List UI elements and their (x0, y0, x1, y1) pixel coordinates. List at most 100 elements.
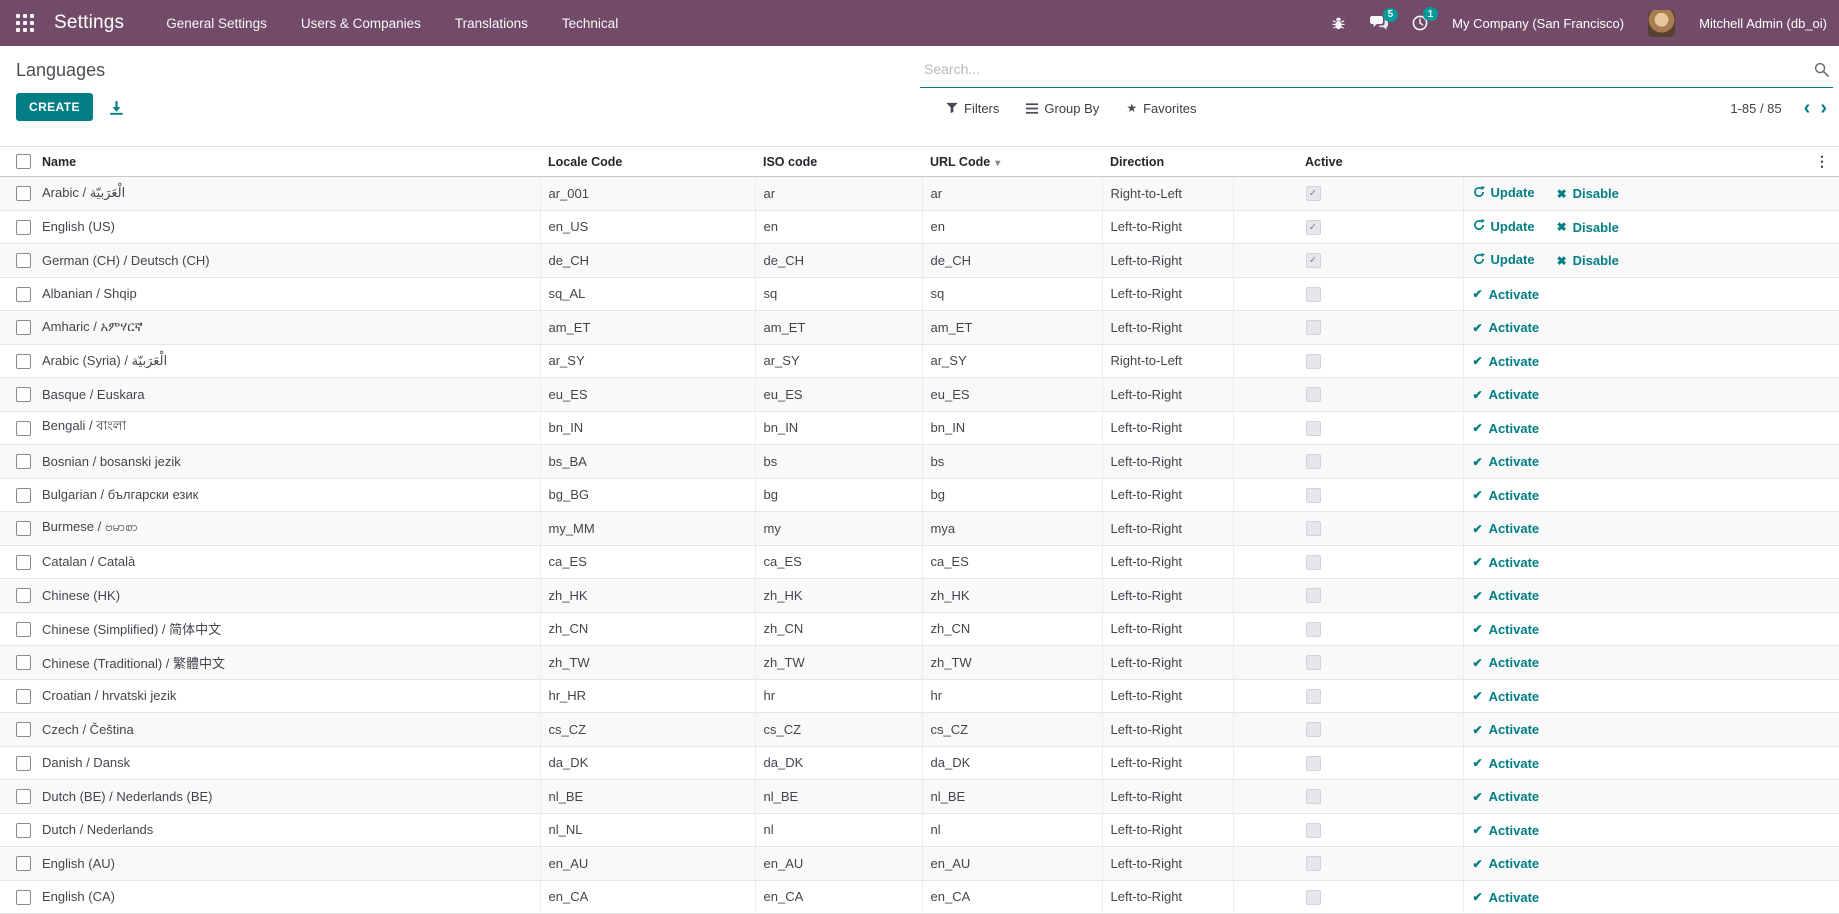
table-row[interactable]: Dutch (BE) / Nederlands (BE) nl_BE nl_BE… (0, 779, 1839, 814)
optional-columns-icon[interactable]: ⋮ (1815, 153, 1829, 169)
activate-button[interactable]: ✔ Activate (1472, 822, 1540, 838)
company-switcher[interactable]: My Company (San Francisco) (1452, 15, 1625, 31)
url-code: ar (922, 176, 1103, 211)
menu-users-companies[interactable]: Users & Companies (300, 15, 421, 31)
table-row[interactable]: Basque / Euskara eu_ES eu_ES eu_ES Left-… (0, 377, 1839, 412)
search-icon[interactable] (1814, 62, 1829, 82)
table-row[interactable]: German (CH) / Deutsch (CH) de_CH de_CH d… (0, 243, 1839, 278)
activate-button[interactable]: ✔ Activate (1472, 454, 1540, 469)
activate-button[interactable]: ✔ Activate (1472, 889, 1540, 905)
column-header-name[interactable]: Name (36, 147, 540, 177)
update-button[interactable]: Update (1473, 219, 1535, 234)
user-menu[interactable]: Mitchell Admin (db_oi) (1699, 15, 1827, 31)
row-checkbox[interactable] (16, 454, 31, 470)
activities-clock-icon[interactable]: 1 (1412, 7, 1439, 31)
apps-grid-icon[interactable] (16, 14, 34, 32)
table-row[interactable]: Bulgarian / български език bg_BG bg bg L… (0, 478, 1839, 512)
table-row[interactable]: Burmese / ဗမာစာ my_MM my mya Left-to-Rig… (0, 511, 1839, 546)
user-avatar[interactable] (1648, 9, 1676, 37)
table-row[interactable]: Arabic (Syria) / الْعَرَبيّة ar_SY ar_SY… (0, 344, 1839, 378)
table-row[interactable]: Czech / Čeština cs_CZ cs_CZ cs_CZ Left-t… (0, 712, 1839, 747)
table-row[interactable]: English (CA) en_CA en_CA en_CA Left-to-R… (0, 880, 1839, 914)
row-checkbox[interactable] (16, 320, 31, 336)
row-checkbox[interactable] (16, 186, 31, 202)
disable-button[interactable]: ✖ Disable (1556, 253, 1619, 269)
table-row[interactable]: Albanian / Shqip sq_AL sq sq Left-to-Rig… (0, 277, 1839, 311)
column-header-iso-code[interactable]: ISO code (755, 147, 922, 177)
group-by-button[interactable]: Group By (1026, 101, 1099, 116)
activate-button[interactable]: ✔ Activate (1472, 722, 1540, 737)
row-checkbox[interactable] (16, 621, 31, 637)
activate-button[interactable]: ✔ Activate (1472, 521, 1540, 536)
table-row[interactable]: English (US) en_US en en Left-to-Right ✓… (0, 210, 1839, 244)
row-checkbox[interactable] (16, 822, 31, 838)
create-button[interactable]: CREATE (16, 93, 93, 121)
row-checkbox[interactable] (16, 353, 31, 369)
row-checkbox[interactable] (16, 286, 31, 302)
disable-button[interactable]: ✖ Disable (1556, 186, 1619, 202)
select-all-checkbox[interactable] (16, 154, 31, 170)
table-row[interactable]: Bengali / বাংলা bn_IN bn_IN bn_IN Left-t… (0, 411, 1839, 445)
update-button[interactable]: Update (1473, 185, 1535, 200)
menu-general-settings[interactable]: General Settings (166, 15, 267, 31)
table-row[interactable]: Chinese (Simplified) / 简体中文 zh_CN zh_CN … (0, 612, 1839, 646)
table-row[interactable]: Catalan / Català ca_ES ca_ES ca_ES Left-… (0, 545, 1839, 579)
row-checkbox[interactable] (16, 889, 31, 905)
activate-button[interactable]: ✔ Activate (1472, 320, 1540, 335)
update-button[interactable]: Update (1473, 252, 1535, 267)
activate-button[interactable]: ✔ Activate (1472, 621, 1540, 637)
table-row[interactable]: Arabic / الْعَرَبيّة ar_001 ar ar Right-… (0, 176, 1839, 211)
row-checkbox[interactable] (16, 722, 31, 738)
table-row[interactable]: Croatian / hrvatski jezik hr_HR hr hr Le… (0, 679, 1839, 713)
table-row[interactable]: Amharic / አምሃርኛ am_ET am_ET am_ET Left-t… (0, 310, 1839, 345)
row-checkbox[interactable] (16, 219, 31, 235)
row-checkbox[interactable] (16, 420, 31, 436)
table-row[interactable]: Danish / Dansk da_DK da_DK da_DK Left-to… (0, 746, 1839, 780)
filters-button[interactable]: Filters (946, 101, 999, 116)
search-input[interactable] (922, 60, 1807, 78)
table-row[interactable]: English (AU) en_AU en_AU en_AU Left-to-R… (0, 846, 1839, 881)
activate-button[interactable]: ✔ Activate (1472, 688, 1540, 704)
pager-next-icon[interactable]: › (1820, 97, 1827, 119)
row-checkbox[interactable] (16, 655, 31, 671)
menu-translations[interactable]: Translations (454, 15, 528, 31)
column-header-url-code[interactable]: URL Code ▾ (922, 147, 1102, 177)
column-header-direction[interactable]: Direction (1102, 147, 1233, 177)
activate-button[interactable]: ✔ Activate (1472, 487, 1540, 503)
export-download-icon[interactable] (109, 100, 124, 115)
row-checkbox[interactable] (16, 755, 31, 771)
messages-icon[interactable]: 5 (1370, 7, 1399, 31)
pager-previous-icon[interactable]: ‹ (1803, 97, 1811, 119)
table-row[interactable]: Chinese (HK) zh_HK zh_HK zh_HK Left-to-R… (0, 578, 1839, 613)
activate-button[interactable]: ✔ Activate (1472, 554, 1540, 570)
pager-value[interactable]: 1-85 / 85 (1730, 100, 1782, 116)
activate-button[interactable]: ✔ Activate (1472, 387, 1540, 402)
activate-button[interactable]: ✔ Activate (1472, 420, 1540, 436)
activate-button[interactable]: ✔ Activate (1472, 789, 1540, 804)
disable-button[interactable]: ✖ Disable (1556, 219, 1619, 235)
row-checkbox[interactable] (16, 856, 31, 872)
column-header-locale-code[interactable]: Locale Code (540, 147, 755, 177)
activate-button[interactable]: ✔ Activate (1472, 588, 1540, 603)
row-checkbox[interactable] (16, 789, 31, 805)
row-checkbox[interactable] (16, 688, 31, 704)
activate-button[interactable]: ✔ Activate (1472, 755, 1540, 771)
favorites-button[interactable]: ★ Favorites (1126, 100, 1197, 116)
table-row[interactable]: Chinese (Traditional) / 繁體中文 zh_TW zh_TW… (0, 645, 1839, 680)
row-checkbox[interactable] (16, 554, 31, 570)
row-checkbox[interactable] (16, 521, 31, 537)
column-header-active[interactable]: Active (1233, 147, 1463, 177)
activate-button[interactable]: ✔ Activate (1472, 286, 1540, 302)
menu-technical[interactable]: Technical (561, 15, 619, 31)
app-menu-settings[interactable]: Settings (54, 12, 125, 33)
activate-button[interactable]: ✔ Activate (1472, 353, 1540, 369)
row-checkbox[interactable] (16, 588, 31, 604)
row-checkbox[interactable] (16, 487, 31, 503)
activate-button[interactable]: ✔ Activate (1472, 655, 1540, 670)
table-row[interactable]: Bosnian / bosanski jezik bs_BA bs bs Lef… (0, 444, 1839, 479)
activate-button[interactable]: ✔ Activate (1472, 856, 1540, 871)
debug-bug-icon[interactable] (1331, 15, 1346, 31)
row-checkbox[interactable] (16, 253, 31, 269)
row-checkbox[interactable] (16, 387, 31, 403)
table-row[interactable]: Dutch / Nederlands nl_NL nl nl Left-to-R… (0, 813, 1839, 847)
